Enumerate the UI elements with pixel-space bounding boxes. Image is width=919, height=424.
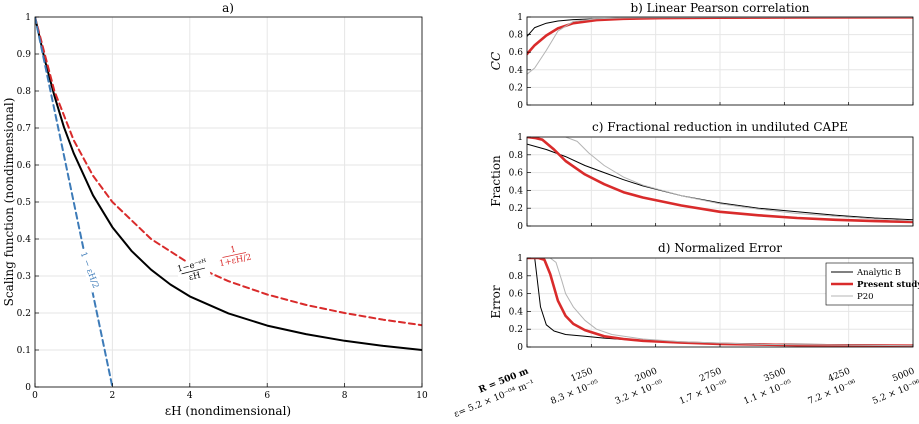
panel-a-xtick-label-0: 0 <box>32 391 38 401</box>
curve-label-black-denominator: εH <box>188 271 202 284</box>
panel-d-ytick-label-1: 1 <box>517 254 523 264</box>
panel-c-series-p20 <box>527 137 913 222</box>
panel-c-series <box>527 137 913 224</box>
panel-a-xtick-label-8: 8 <box>342 391 348 401</box>
panel-a-series-1-h-2 <box>35 17 114 387</box>
panel-a-scaling-function: 00.10.20.30.40.50.60.70.80.910 2 4 6 8 10 a) … <box>2 1 428 418</box>
panel-c-ytick-label-0-2: 0.2 <box>509 204 523 214</box>
panel-d-ytick-label-0-8: 0.8 <box>509 272 524 282</box>
panel-a-series-1-e-h-h <box>35 17 422 351</box>
panel-c-ticks: 0 0.2 0.4 0.6 0.8 1 <box>509 133 914 232</box>
panel-b-ytick-label-0-6: 0.6 <box>509 48 524 58</box>
panel-a-ytick-label-0: 0 <box>25 383 31 393</box>
panel-a-ytick-label-0-2: 0.2 <box>17 309 31 319</box>
panel-b-ytick-label-0: 0 <box>517 101 523 111</box>
panel-a-ticks: 00.10.20.30.40.50.60.70.80.910 2 4 6 8 10 <box>17 13 428 401</box>
panel-a-ytick-label-0-1: 0.1 <box>17 346 31 356</box>
panel-d-series-present-study <box>527 258 913 347</box>
panel-b-y-axis-label: CC <box>489 52 503 70</box>
panel-b-correlation: 0 0.2 0.4 0.6 0.8 1 b) Linear Pearson correla… <box>489 1 914 111</box>
panel-d-legend: Analytic B Present study P20 <box>825 262 919 306</box>
panel-a-ytick-label-0-3: 0.3 <box>17 272 32 282</box>
panel-c-y-axis-label: Fraction <box>489 155 503 207</box>
curve-label-red-numerator: 1 <box>229 245 236 256</box>
panel-c-ytick-label-0-6: 0.6 <box>509 169 524 179</box>
panel-c-ytick-label-0-8: 0.8 <box>509 151 524 161</box>
panel-a-ytick-label-0-8: 0.8 <box>17 87 32 97</box>
legend-label-analytic: Analytic B <box>856 268 901 278</box>
panel-a-xtick-label-6: 6 <box>264 391 270 401</box>
panel-b-ticks: 0 0.2 0.4 0.6 0.8 1 <box>509 13 914 111</box>
panel-d-ytick-label-0-6: 0.6 <box>509 290 524 300</box>
panel-c-series-present-study <box>527 137 913 224</box>
panel-a-ytick-label-1: 1 <box>25 13 31 23</box>
panel-a-ytick-label-0-7: 0.7 <box>17 124 32 134</box>
panel-d-title: d) Normalized Error <box>658 241 782 255</box>
panel-a-x-axis-label: εH (nondimensional) <box>165 404 291 418</box>
panel-d-ytick-label-0: 0 <box>517 343 523 353</box>
panel-d-normalized-error: 0 0.2 0.4 0.6 0.8 1 d) Normalized Error Error… <box>453 241 919 420</box>
panel-b-ytick-label-0-4: 0.4 <box>509 66 524 76</box>
panel-c-ytick-label-0-4: 0.4 <box>509 186 524 196</box>
panel-a-xtick-label-10: 10 <box>416 391 428 401</box>
panel-a-ytick-label-0-4: 0.4 <box>17 235 32 245</box>
panel-a-y-axis-label: Scaling function (nondimensional) <box>2 98 16 307</box>
panel-a-ytick-label-0-9: 0.9 <box>17 50 32 60</box>
panel-d-ytick-label-0-2: 0.2 <box>509 325 523 335</box>
panel-d-y-axis-label: Error <box>489 285 503 318</box>
panel-d-series <box>527 258 913 347</box>
panel-d-ytick-label-0-4: 0.4 <box>509 307 524 317</box>
legend-label-p20: P20 <box>857 292 874 302</box>
panel-b-ytick-label-0-8: 0.8 <box>509 31 524 41</box>
panel-c-ytick-label-0: 0 <box>517 222 523 232</box>
panel-b-ytick-label-1: 1 <box>517 13 523 23</box>
panel-b-ytick-label-0-2: 0.2 <box>509 83 523 93</box>
panel-b-title: b) Linear Pearson correlation <box>630 1 809 15</box>
panel-a-xtick-label-4: 4 <box>187 391 193 401</box>
legend-label-present: Present study <box>857 280 919 290</box>
panel-a-ytick-label-0-5: 0.5 <box>17 198 32 208</box>
panel-c-ytick-label-1: 1 <box>517 133 523 143</box>
panel-a-ytick-label-0-6: 0.6 <box>17 161 32 171</box>
panel-c-title: c) Fractional reduction in undiluted CAP… <box>592 120 848 134</box>
panel-c-fractional-reduction: 0 0.2 0.4 0.6 0.8 1 c) Fractional reduction i… <box>489 120 914 232</box>
panel-d-series-p20 <box>527 258 913 347</box>
panel-d-ticks: 0 0.2 0.4 0.6 0.8 1 <box>509 254 914 353</box>
panel-a-title: a) <box>222 1 234 15</box>
panel-a-xtick-label-2: 2 <box>110 391 116 401</box>
